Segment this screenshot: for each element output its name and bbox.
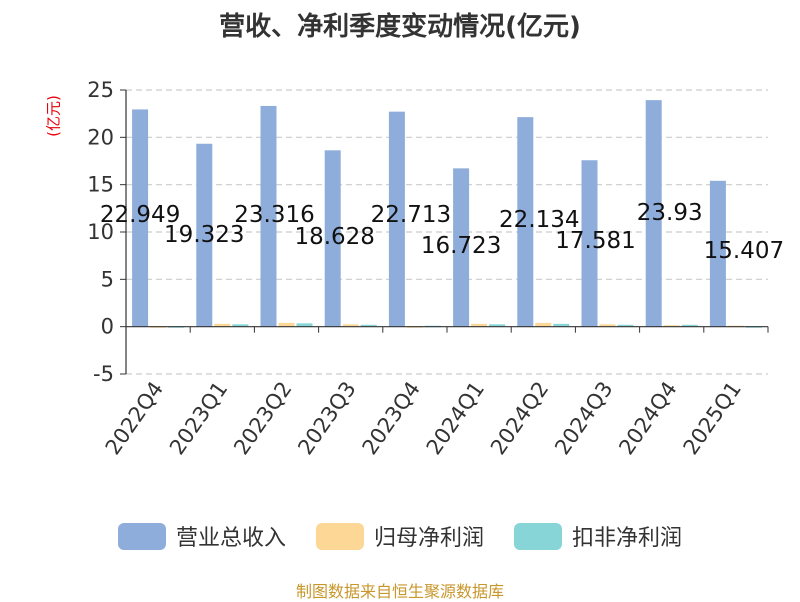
data-label: 22.949 (100, 202, 180, 228)
bar-2 (342, 324, 359, 327)
bar-1 (388, 111, 405, 327)
data-label: 19.323 (164, 222, 244, 248)
bar-2 (663, 325, 680, 327)
bar-2 (535, 322, 552, 327)
data-label: 17.581 (555, 228, 635, 254)
legend-item[interactable]: 扣非净利润 (514, 520, 682, 552)
x-tick-label: 2023Q4 (358, 377, 425, 459)
y-tick-label: -5 (93, 362, 114, 386)
source-note: 制图数据来自恒生聚源数据库 (295, 582, 504, 601)
y-tick-label: 25 (87, 78, 114, 102)
legend: 营业总收入 归母净利润 扣非净利润 (0, 518, 800, 554)
x-tick-label: 2025Q1 (679, 377, 746, 459)
bar-1 (453, 168, 470, 327)
y-tick-label: 5 (101, 267, 114, 291)
y-tick-label: 0 (101, 315, 114, 339)
legend-label: 扣非净利润 (572, 526, 683, 551)
bar-2 (471, 323, 488, 327)
bar-chart: -5 0 5 10 15 20 25 2022Q42023Q12023Q22023Q32023… (87, 78, 784, 459)
bar-3 (553, 323, 570, 327)
data-label: 22.134 (499, 207, 579, 233)
x-tick-label: 2023Q3 (293, 377, 360, 459)
bar-3 (360, 324, 377, 327)
bar-1 (260, 105, 277, 327)
x-tick-label: 2024Q3 (550, 377, 617, 459)
y-tick-label: 20 (87, 125, 114, 149)
bar-1 (132, 109, 149, 327)
legend-label: 归母净利润 (373, 526, 484, 551)
x-tick-label: 2024Q1 (422, 377, 489, 459)
legend-swatch (117, 522, 166, 550)
x-tick-label: 2023Q1 (165, 377, 232, 459)
bar-3 (681, 324, 698, 327)
legend-label: 营业总收入 (175, 526, 286, 551)
legend-swatch (514, 522, 562, 550)
bar-3 (232, 324, 249, 327)
bar-3 (489, 324, 506, 327)
bar-3 (617, 324, 634, 327)
bar-1 (645, 100, 662, 327)
bar-2 (599, 324, 616, 327)
data-label: 23.316 (234, 202, 314, 228)
bar-1 (709, 180, 726, 327)
bar-1 (324, 150, 341, 327)
x-tick-label: 2023Q2 (229, 377, 296, 459)
data-label: 23.93 (637, 200, 703, 226)
bar-1 (196, 143, 213, 327)
legend-item[interactable]: 归母净利润 (315, 520, 484, 552)
legend-swatch (315, 522, 364, 550)
legend-item[interactable]: 营业总收入 (117, 520, 286, 552)
data-label: 15.407 (704, 238, 784, 264)
data-label: 16.723 (421, 233, 501, 259)
x-tick-label: 2022Q4 (101, 377, 168, 459)
bar-1 (517, 117, 534, 327)
data-label: 18.628 (294, 224, 374, 250)
x-tick-label: 2024Q4 (614, 377, 681, 459)
bar-2 (278, 322, 295, 327)
bar-3 (296, 323, 313, 327)
y-tick-label: 10 (87, 220, 114, 244)
data-label: 22.713 (371, 202, 451, 228)
x-tick-label: 2024Q2 (486, 377, 553, 459)
bar-1 (581, 160, 598, 327)
bar-2 (214, 323, 231, 327)
chart-title: 营收、净利季度变动情况(亿元) (219, 12, 581, 42)
y-tick-label: 15 (87, 173, 114, 197)
